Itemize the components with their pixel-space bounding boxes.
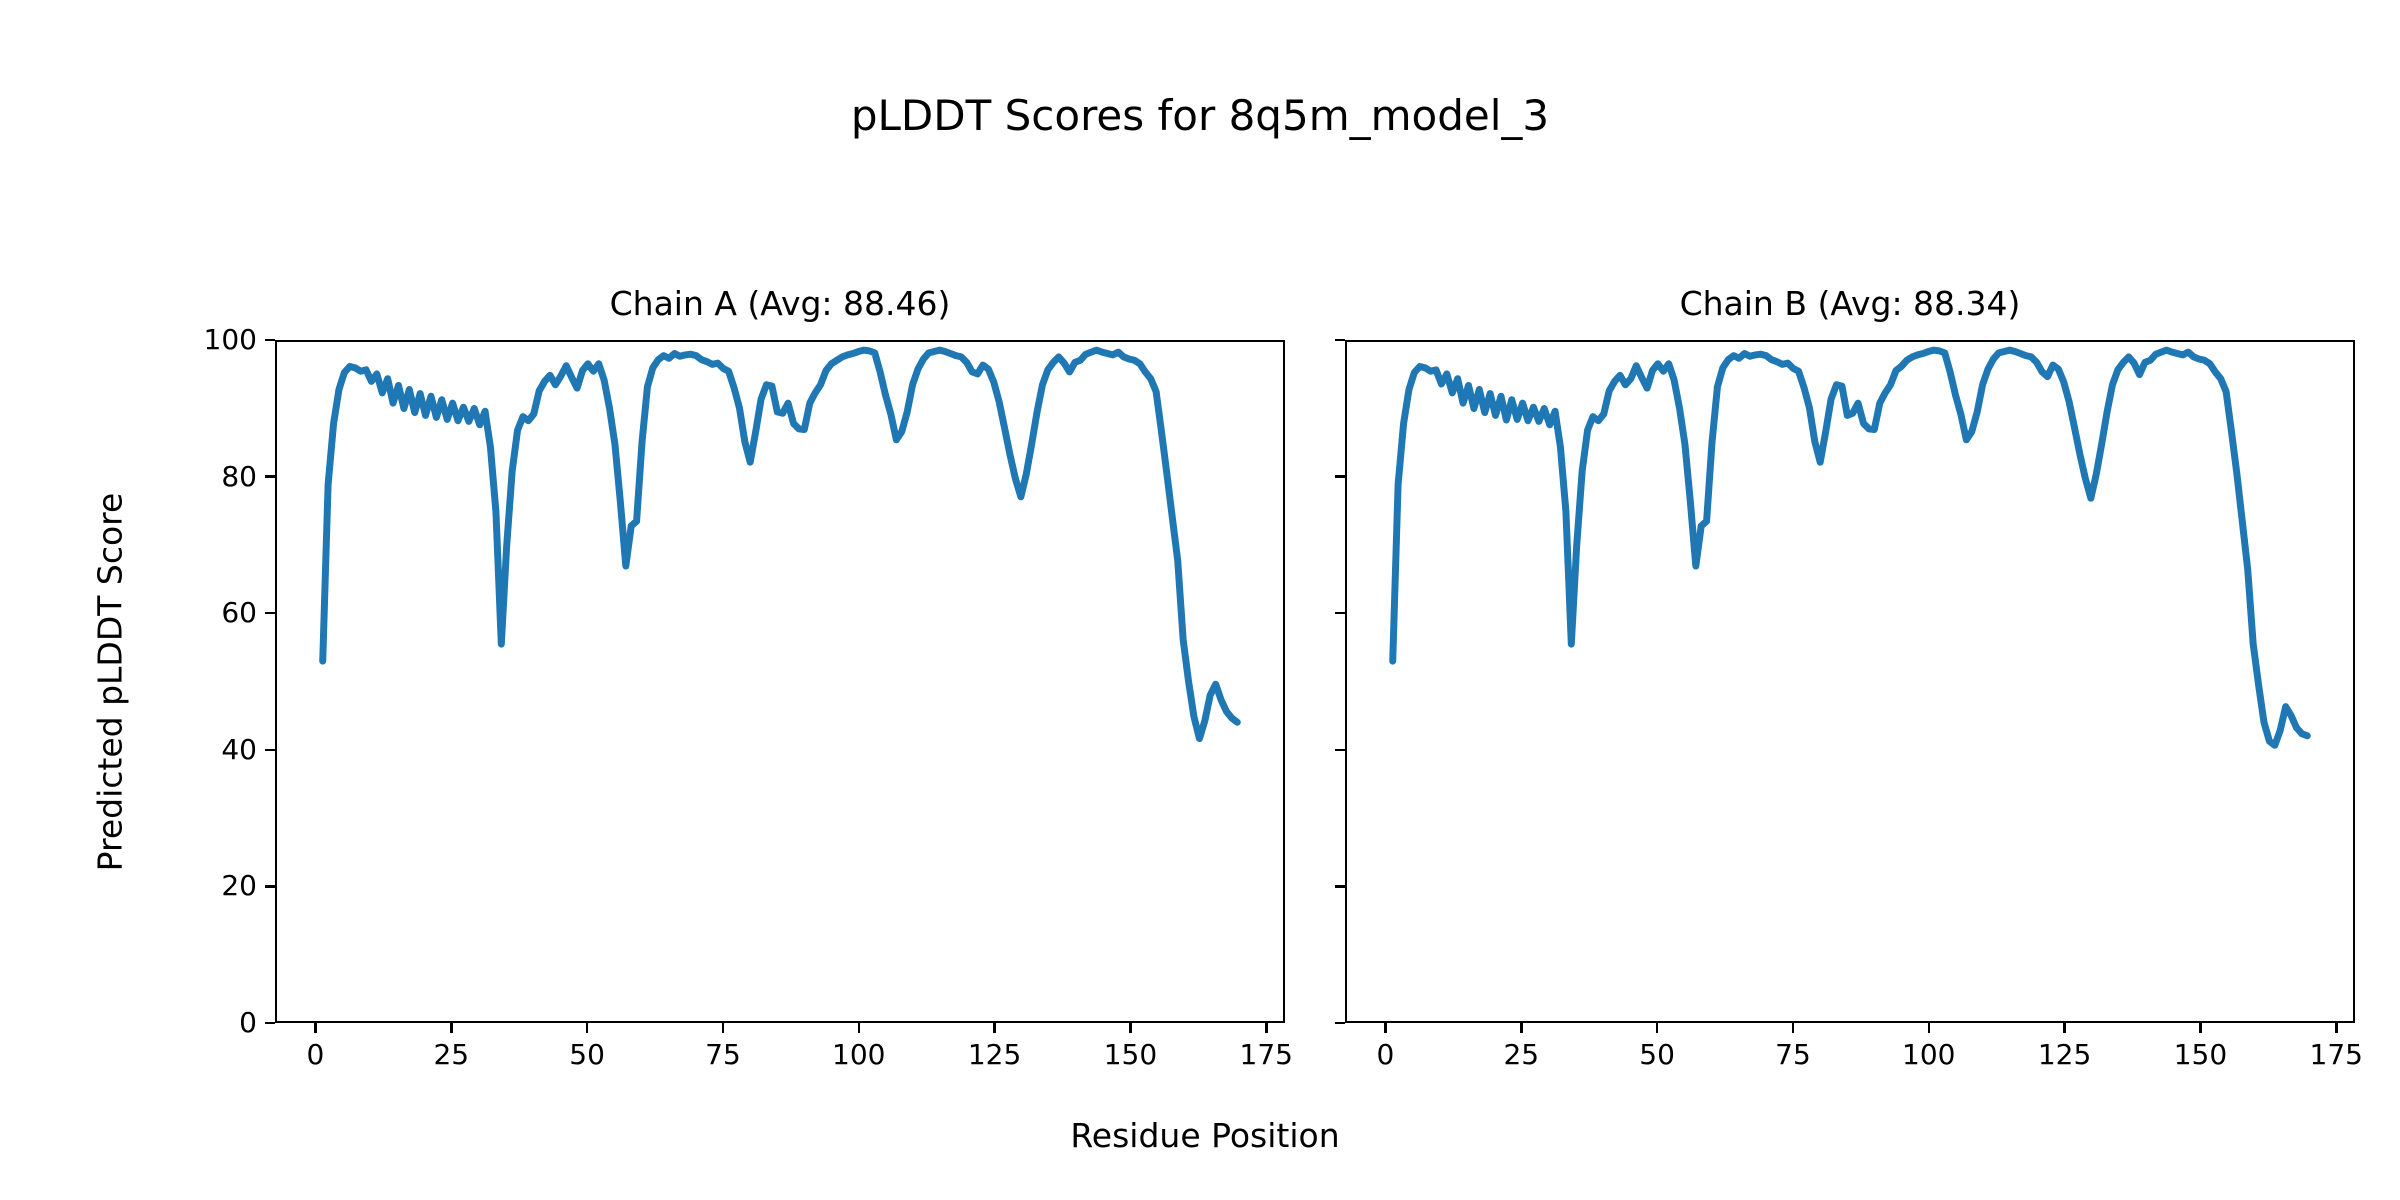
chain-b-x-tick-mark [2063,1023,2066,1033]
chain-b-x-tick-mark [1927,1023,1931,1033]
chain-a-y-tick-label: 60 [221,596,257,630]
chain-b-x-tick-label: 75 [1775,1038,1811,1071]
chain-b-y-tick-mark [1335,611,1345,615]
chain-a-axes: Chain A (Avg: 88.46) [275,284,1285,1023]
chain-a-x-tick-mark [1129,1023,1132,1033]
chain-a-x-tick-mark [314,1023,317,1033]
chain-a-x-tick-label: 150 [1103,1038,1158,1071]
chain-a-x-tick-mark [450,1023,453,1033]
chain-a-y-tick-label: 0 [239,1005,257,1039]
chain-b-y-tick-mark [1335,748,1345,752]
chain-a-y-tick-mark [265,611,275,615]
chain-a-y-tick-mark [265,748,275,752]
chain-a-x-tick-mark [585,1023,589,1033]
chain-b-title: Chain B (Avg: 88.34) [1679,284,2021,323]
chain-a-x-tick-label: 0 [306,1038,325,1071]
y-axis-label: Predicted pLDDT Score [90,492,130,872]
chain-a-y-tick-mark [265,885,275,888]
chain-b-x-tick-label: 150 [2173,1038,2228,1071]
chain-b-y-tick-mark [1335,338,1345,342]
chain-b-y-tick-mark [1335,885,1345,888]
chain-b-x-tick-mark [1384,1023,1387,1033]
chain-b-x-tick-label: 25 [1503,1038,1540,1071]
chain-a-x-tick-label: 175 [1239,1038,1293,1071]
chain-a-y-tick-mark [265,475,275,478]
chain-b-x-tick-label: 50 [1639,1038,1675,1071]
chain-b-x-tick-label: 0 [1376,1038,1395,1071]
chain-a-x-tick-mark [1265,1023,1268,1033]
chain-a-x-tick-label: 25 [433,1038,470,1071]
chain-a-x-tick-mark [857,1023,861,1033]
chain-a-x-tick-label: 100 [832,1038,886,1071]
chain-a-y-tick-label: 20 [221,869,257,903]
chain-a-y-tick-mark [265,1021,275,1025]
chain-b-x-tick-mark [1655,1023,1659,1033]
chain-b-axes: Chain B (Avg: 88.34) [1345,284,2355,1023]
figure-title: pLDDT Scores for 8q5m_model_3 [850,91,1550,140]
chain-b-plddt-line [1389,346,2311,749]
chain-b-y-tick-mark [1335,475,1345,478]
chain-b-x-tick-mark [1520,1023,1523,1033]
chain-a-x-tick-mark [993,1023,996,1033]
chain-a-y-tick-mark [265,338,275,342]
chain-a-plot-area [319,346,1241,743]
chain-a-x-tick-label: 125 [967,1038,1022,1071]
chain-a-plddt-line [319,346,1241,743]
chain-a-y-tick-label: 40 [221,732,257,766]
chain-a-title: Chain A (Avg: 88.46) [609,284,951,323]
chain-b-plot-area [1389,346,2311,749]
chain-a-x-tick-label: 75 [705,1038,741,1071]
chain-a-x-tick-mark [721,1023,725,1033]
chain-b-x-tick-mark [1791,1023,1795,1033]
chain-a-x-tick-label: 50 [569,1038,605,1071]
chain-b-x-tick-mark [2199,1023,2202,1033]
chain-a-y-tick-label: 100 [203,322,257,356]
chain-b-y-tick-mark [1335,1021,1345,1025]
x-axis-label: Residue Position [1070,1116,1340,1155]
chain-a-y-tick-label: 80 [221,459,257,493]
chain-b-x-tick-label: 100 [1902,1038,1956,1071]
chain-b-x-tick-label: 175 [2309,1038,2363,1071]
chain-b-x-tick-label: 125 [2037,1038,2092,1071]
chain-b-x-tick-mark [2335,1023,2338,1033]
